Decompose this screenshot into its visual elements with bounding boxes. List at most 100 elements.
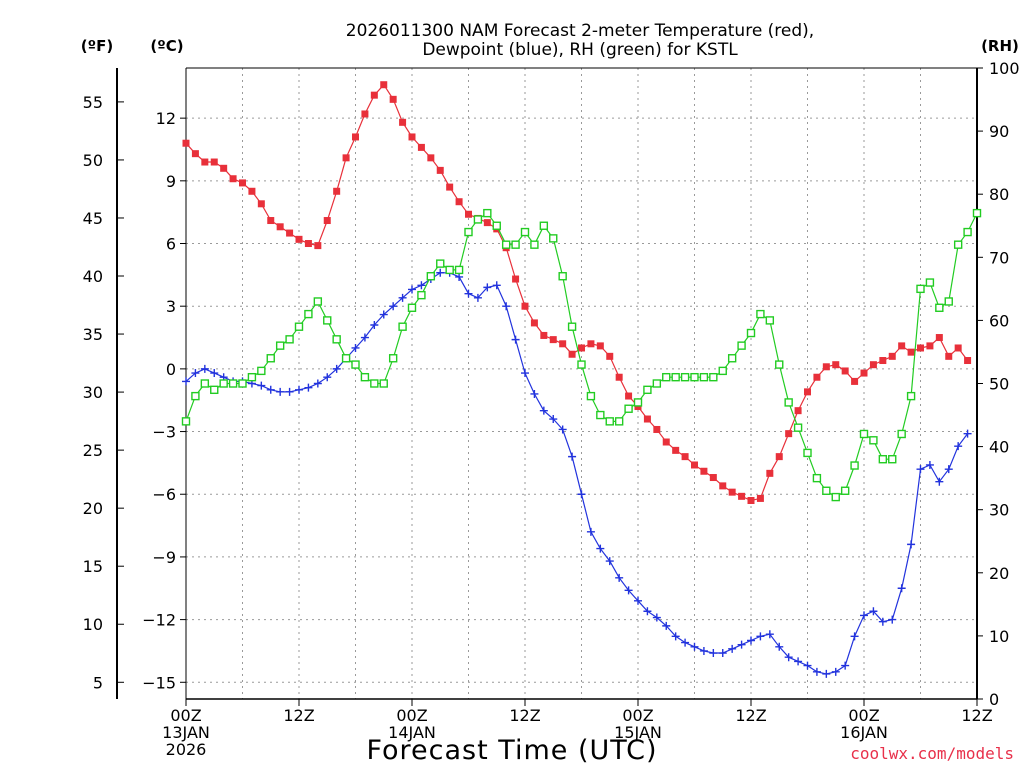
dewpoint-point bbox=[718, 649, 727, 658]
fahrenheit-tick-label: 10 bbox=[83, 615, 103, 634]
temperature-point bbox=[832, 361, 840, 369]
relative-humidity-point bbox=[812, 473, 822, 483]
temperature-point bbox=[653, 425, 661, 433]
dewpoint-point bbox=[558, 425, 567, 434]
relative-humidity-point bbox=[577, 360, 586, 369]
relative-humidity-point bbox=[398, 322, 407, 331]
relative-humidity-point bbox=[878, 455, 888, 464]
temperature-point bbox=[530, 319, 538, 327]
temperature-point bbox=[964, 357, 972, 365]
relative-humidity-point bbox=[614, 417, 624, 426]
temperature-point bbox=[417, 143, 425, 151]
dewpoint-point bbox=[379, 310, 388, 319]
dewpoint-point bbox=[709, 649, 718, 658]
dewpoint-point bbox=[210, 369, 219, 378]
dewpoint-point bbox=[935, 477, 944, 486]
dewpoint-point bbox=[502, 302, 511, 311]
temperature-point bbox=[681, 453, 689, 461]
dewpoint-point bbox=[323, 373, 332, 382]
dewpoint-point bbox=[794, 657, 803, 666]
relative-humidity-point bbox=[379, 379, 388, 388]
relative-humidity-point bbox=[831, 492, 840, 502]
celsius-tick-label: −15 bbox=[142, 673, 176, 692]
dewpoint-point bbox=[530, 389, 539, 398]
rh-unit-label: (RH) bbox=[981, 37, 1019, 55]
temperature-point bbox=[559, 340, 567, 348]
relative-humidity-point bbox=[191, 391, 200, 401]
fahrenheit-tick-label: 50 bbox=[83, 151, 103, 170]
relative-humidity-point bbox=[775, 360, 784, 369]
dewpoint-point bbox=[747, 636, 755, 645]
rh-tick-label: 70 bbox=[989, 248, 1009, 267]
rh-tick-label: 60 bbox=[989, 311, 1009, 330]
temperature-point bbox=[879, 357, 887, 365]
temperature-point bbox=[389, 95, 397, 103]
temperature-point bbox=[794, 407, 802, 415]
dewpoint-point bbox=[652, 613, 661, 622]
relative-humidity-point bbox=[313, 297, 323, 306]
x-tick-label: 2026 bbox=[166, 740, 207, 759]
dewpoint-point bbox=[285, 387, 294, 396]
dewpoint-point bbox=[615, 573, 624, 582]
relative-humidity-point bbox=[426, 272, 436, 281]
temperature-point bbox=[898, 342, 906, 350]
temperature-point bbox=[775, 453, 783, 461]
dewpoint-series bbox=[182, 268, 972, 678]
dewpoint-point bbox=[351, 343, 360, 352]
temperature-point bbox=[945, 352, 953, 360]
relative-humidity-point bbox=[906, 391, 916, 401]
relative-humidity-point bbox=[944, 297, 953, 306]
celsius-tick-label: −12 bbox=[142, 611, 176, 630]
relative-humidity-point bbox=[436, 259, 445, 268]
relative-humidity-point bbox=[360, 372, 370, 382]
fahrenheit-tick-label: 45 bbox=[83, 209, 103, 228]
data-series bbox=[181, 81, 982, 678]
temperature-point bbox=[191, 150, 199, 158]
temperature-point bbox=[738, 492, 746, 500]
dewpoint-point bbox=[398, 293, 407, 302]
celsius-tick-label: 0 bbox=[166, 360, 176, 379]
temperature-point bbox=[606, 352, 614, 360]
relative-humidity-point bbox=[323, 316, 332, 325]
relative-humidity-point bbox=[520, 227, 530, 237]
temperature-point bbox=[747, 497, 755, 505]
dewpoint-point bbox=[389, 302, 398, 311]
temperature-point bbox=[766, 469, 774, 477]
dewpoint-point bbox=[643, 607, 652, 616]
celsius-unit-label: (ºC) bbox=[150, 37, 183, 55]
temperature-point bbox=[257, 200, 265, 208]
relative-humidity-point bbox=[718, 366, 727, 376]
relative-humidity-point bbox=[935, 303, 944, 312]
dewpoint-point bbox=[860, 611, 868, 620]
rh-tick-label: 50 bbox=[989, 375, 1009, 394]
relative-humidity-point bbox=[822, 486, 831, 495]
relative-humidity-point bbox=[341, 354, 351, 363]
temperature-point bbox=[333, 187, 341, 195]
dewpoint-point bbox=[360, 333, 369, 342]
temperature-point bbox=[841, 367, 849, 375]
relative-humidity-point bbox=[690, 372, 699, 382]
relative-humidity-point bbox=[228, 379, 238, 388]
temperature-point bbox=[700, 467, 708, 475]
relative-humidity-point bbox=[332, 335, 341, 344]
dewpoint-point bbox=[313, 379, 322, 388]
temperature-point bbox=[286, 229, 294, 237]
temperature-point bbox=[201, 158, 209, 166]
dewpoint-point bbox=[690, 642, 699, 651]
relative-humidity-point bbox=[200, 379, 210, 388]
relative-humidity-point bbox=[624, 404, 633, 413]
dewpoint-point bbox=[257, 381, 266, 390]
temperature-point bbox=[691, 461, 698, 469]
celsius-tick-label: 12 bbox=[156, 109, 176, 128]
dewpoint-point bbox=[539, 406, 548, 415]
temperature-point bbox=[304, 240, 312, 248]
temperature-point bbox=[248, 187, 256, 195]
relative-humidity-point bbox=[294, 322, 304, 331]
temperature-point bbox=[408, 133, 416, 141]
relative-humidity-point bbox=[596, 410, 605, 420]
relative-humidity-point bbox=[417, 290, 426, 300]
celsius-tick-label: 9 bbox=[166, 172, 176, 191]
x-tick-label: 13JAN bbox=[162, 723, 210, 742]
temperature-point bbox=[785, 430, 793, 438]
